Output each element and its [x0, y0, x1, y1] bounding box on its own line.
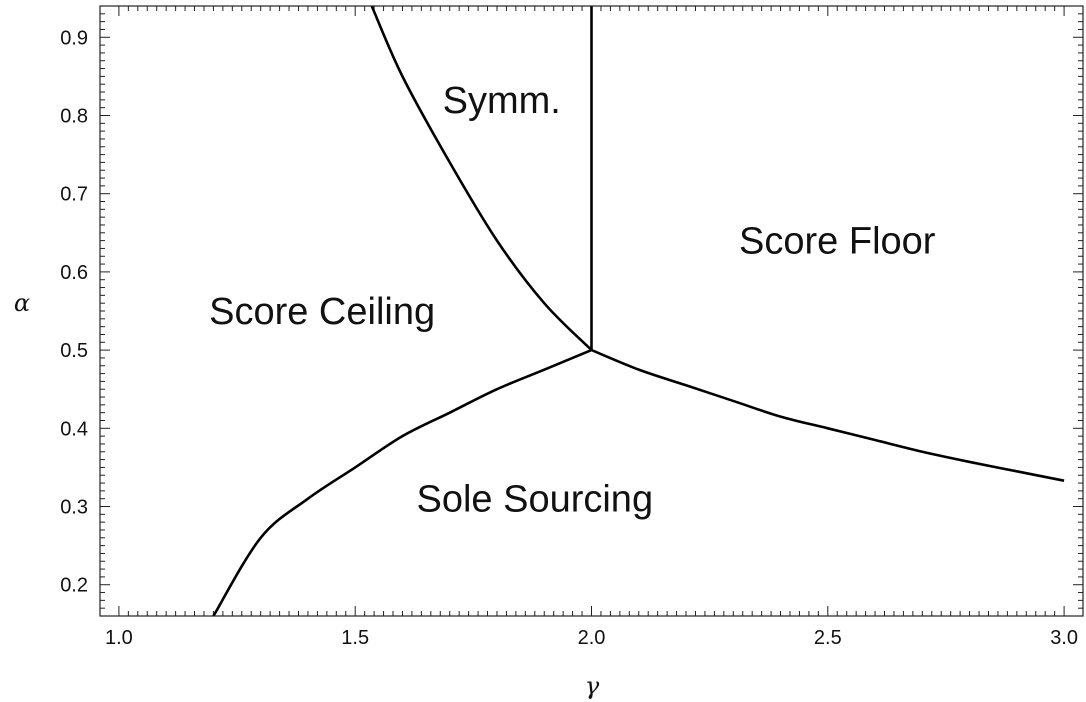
- region-label-symm: Symm.: [443, 80, 561, 122]
- y-tick-label: 0.5: [60, 340, 88, 362]
- tick-labels: 1.0 1.5 2.0 2.5 3.0 0.2 0.3 0.4 0.5 0.6 0.7 0.8 0.9: [60, 27, 1078, 649]
- x-tick-label: 2.5: [814, 627, 842, 649]
- y-tick-label: 0.4: [60, 418, 88, 440]
- y-tick-label: 0.6: [60, 262, 88, 284]
- x-tick-label: 2.0: [578, 627, 606, 649]
- y-tick-label: 0.8: [60, 105, 88, 127]
- y-tick-label: 0.2: [60, 575, 88, 597]
- boundary-curve-1: [212, 348, 592, 617]
- x-tick-label: 1.5: [341, 627, 369, 649]
- x-axis-title: γ: [585, 672, 600, 700]
- boundary-curve-3: [370, 5, 593, 352]
- axis-ticks: [100, 5, 1083, 617]
- y-tick-label: 0.7: [60, 184, 88, 206]
- region-labels: Symm. Score Floor Score Ceiling Sole Sourci…: [209, 80, 936, 521]
- boundary-curve-2: [591, 348, 1065, 482]
- y-tick-label: 0.3: [60, 497, 88, 519]
- region-label-score-floor: Score Floor: [739, 221, 936, 263]
- region-label-score-ceiling: Score Ceiling: [209, 291, 435, 333]
- boundary-curves: [212, 5, 1065, 617]
- region-label-sole-sourcing: Sole Sourcing: [416, 479, 653, 521]
- x-tick-label: 1.0: [105, 627, 133, 649]
- plot-frame: [99, 5, 1084, 617]
- y-axis-title: α: [14, 289, 30, 317]
- y-tick-label: 0.9: [60, 27, 88, 49]
- x-tick-label: 3.0: [1050, 627, 1078, 649]
